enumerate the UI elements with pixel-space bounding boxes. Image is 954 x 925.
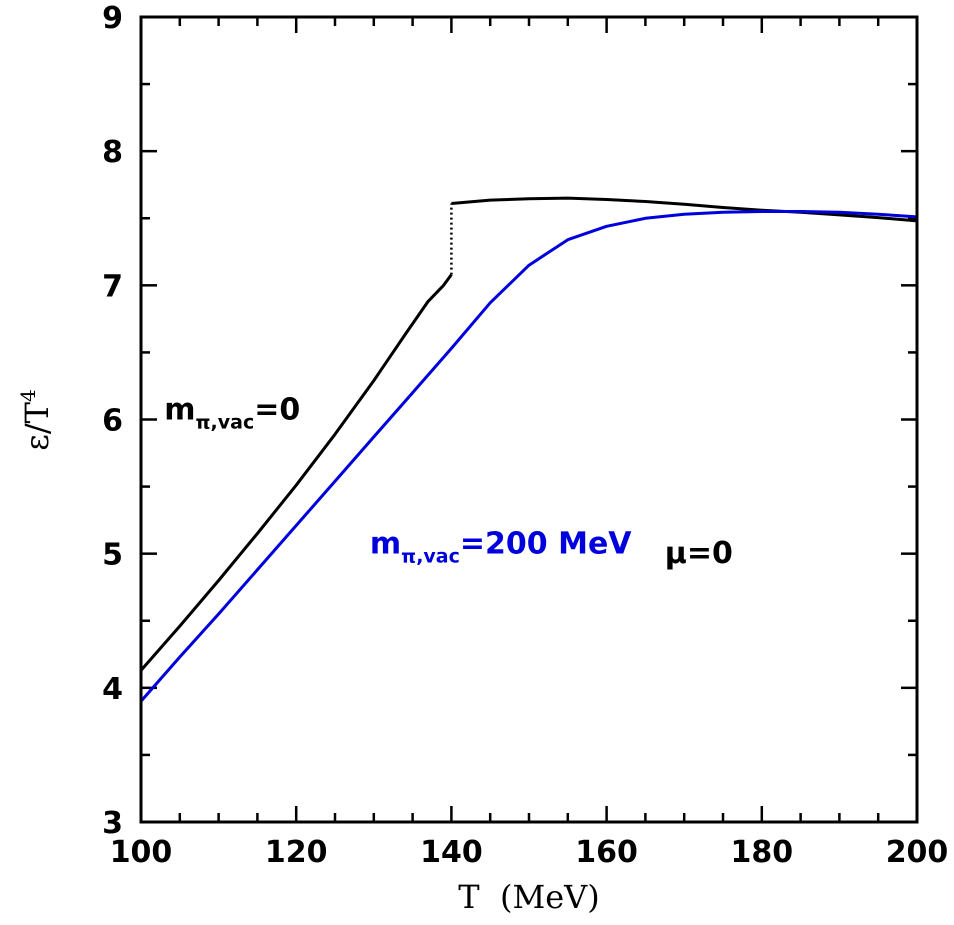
annotation-0: mπ,vac=0 xyxy=(164,393,300,434)
x-tick-label: 140 xyxy=(420,835,483,870)
y-tick-label: 5 xyxy=(102,538,123,573)
y-axis-label-exponent: 4 xyxy=(16,389,40,402)
y-tick-label: 7 xyxy=(102,269,123,304)
svg-text:ε/T4: ε/T4 xyxy=(16,389,56,450)
series-line-high-0 xyxy=(451,196,918,223)
x-tick-label: 100 xyxy=(110,835,173,870)
y-tick-label: 6 xyxy=(102,404,123,439)
y-tick-label: 4 xyxy=(102,672,123,707)
y-axis-label-T: T xyxy=(18,401,56,423)
tick-labels: 100 120 140 160 180 200 3 4 5 6 7 8 9 xyxy=(102,1,948,870)
y-tick-label: 3 xyxy=(102,806,123,841)
annotation-2: μ=0 xyxy=(665,536,733,571)
x-tick-label: 120 xyxy=(265,835,328,870)
x-tick-label: 200 xyxy=(886,835,949,870)
y-axis-label: ε/T4 xyxy=(16,389,56,450)
series-line-0 xyxy=(139,273,453,672)
series-line-1 xyxy=(139,210,918,703)
y-axis-label-epsilon: ε xyxy=(18,434,56,451)
x-tick-label: 180 xyxy=(730,835,793,870)
data-curves xyxy=(139,196,918,703)
annotation-1: mπ,vac=200 MeV xyxy=(370,527,632,568)
y-tick-label: 8 xyxy=(102,135,123,170)
y-tick-label: 9 xyxy=(102,1,123,36)
x-tick-label: 160 xyxy=(575,835,638,870)
annotations: mπ,vac=0 mπ,vac=200 MeV μ=0 xyxy=(164,393,733,572)
plot-frame xyxy=(139,15,919,824)
x-axis-label: T (MeV) xyxy=(458,878,599,916)
